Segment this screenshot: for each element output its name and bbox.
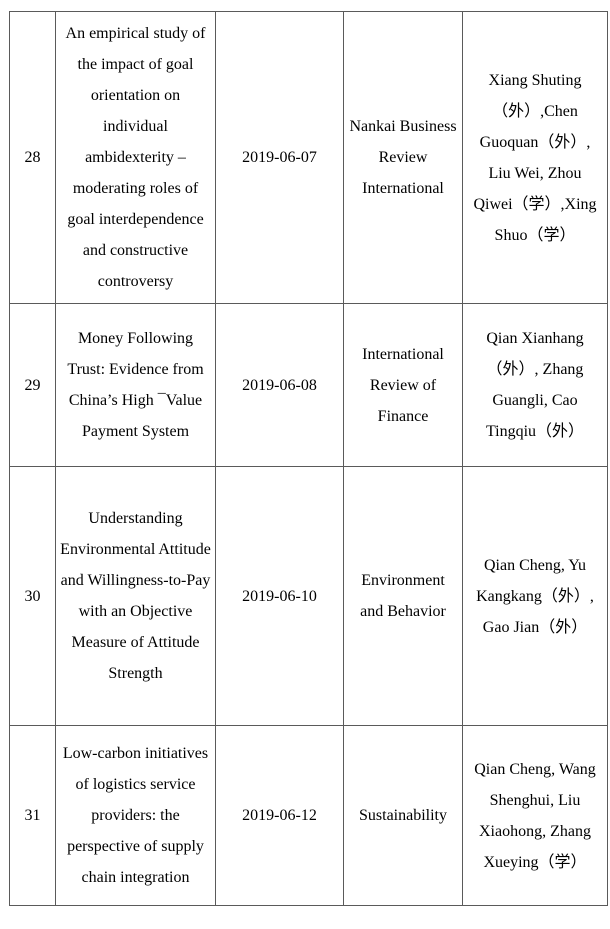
paper-title-cell: Understanding Environmental Attitude and… xyxy=(55,466,216,726)
row-number-cell: 30 xyxy=(9,466,56,726)
paper-title-cell: An empirical study of the impact of goal… xyxy=(55,11,216,304)
publications-table: 28 An empirical study of the impact of g… xyxy=(9,11,608,906)
publish-date-cell: 2019-06-12 xyxy=(215,725,344,906)
paper-title-cell: Money Following Trust: Evidence from Chi… xyxy=(55,303,216,467)
publish-date-cell: 2019-06-07 xyxy=(215,11,344,304)
journal-cell: Environment and Behavior xyxy=(343,466,463,726)
journal-cell: Nankai Business Review International xyxy=(343,11,463,304)
authors-cell: Qian Cheng, Yu Kangkang（外）, Gao Jian（外） xyxy=(462,466,608,726)
table-row: 31 Low-carbon initiatives of logistics s… xyxy=(9,725,608,906)
row-number-cell: 31 xyxy=(9,725,56,906)
journal-cell: International Review of Finance xyxy=(343,303,463,467)
row-number-cell: 29 xyxy=(9,303,56,467)
authors-cell: Qian Xianhang （外）, Zhang Guangli, Cao Ti… xyxy=(462,303,608,467)
row-number-cell: 28 xyxy=(9,11,56,304)
publish-date-cell: 2019-06-10 xyxy=(215,466,344,726)
table-row: 29 Money Following Trust: Evidence from … xyxy=(9,303,608,467)
paper-title-cell: Low-carbon initiatives of logistics serv… xyxy=(55,725,216,906)
table-row: 28 An empirical study of the impact of g… xyxy=(9,11,608,304)
publish-date-cell: 2019-06-08 xyxy=(215,303,344,467)
journal-cell: Sustainability xyxy=(343,725,463,906)
authors-cell: Xiang Shuting （外）,Chen Guoquan（外）, Liu W… xyxy=(462,11,608,304)
table-row: 30 Understanding Environmental Attitude … xyxy=(9,466,608,726)
authors-cell: Qian Cheng, Wang Shenghui, Liu Xiaohong,… xyxy=(462,725,608,906)
